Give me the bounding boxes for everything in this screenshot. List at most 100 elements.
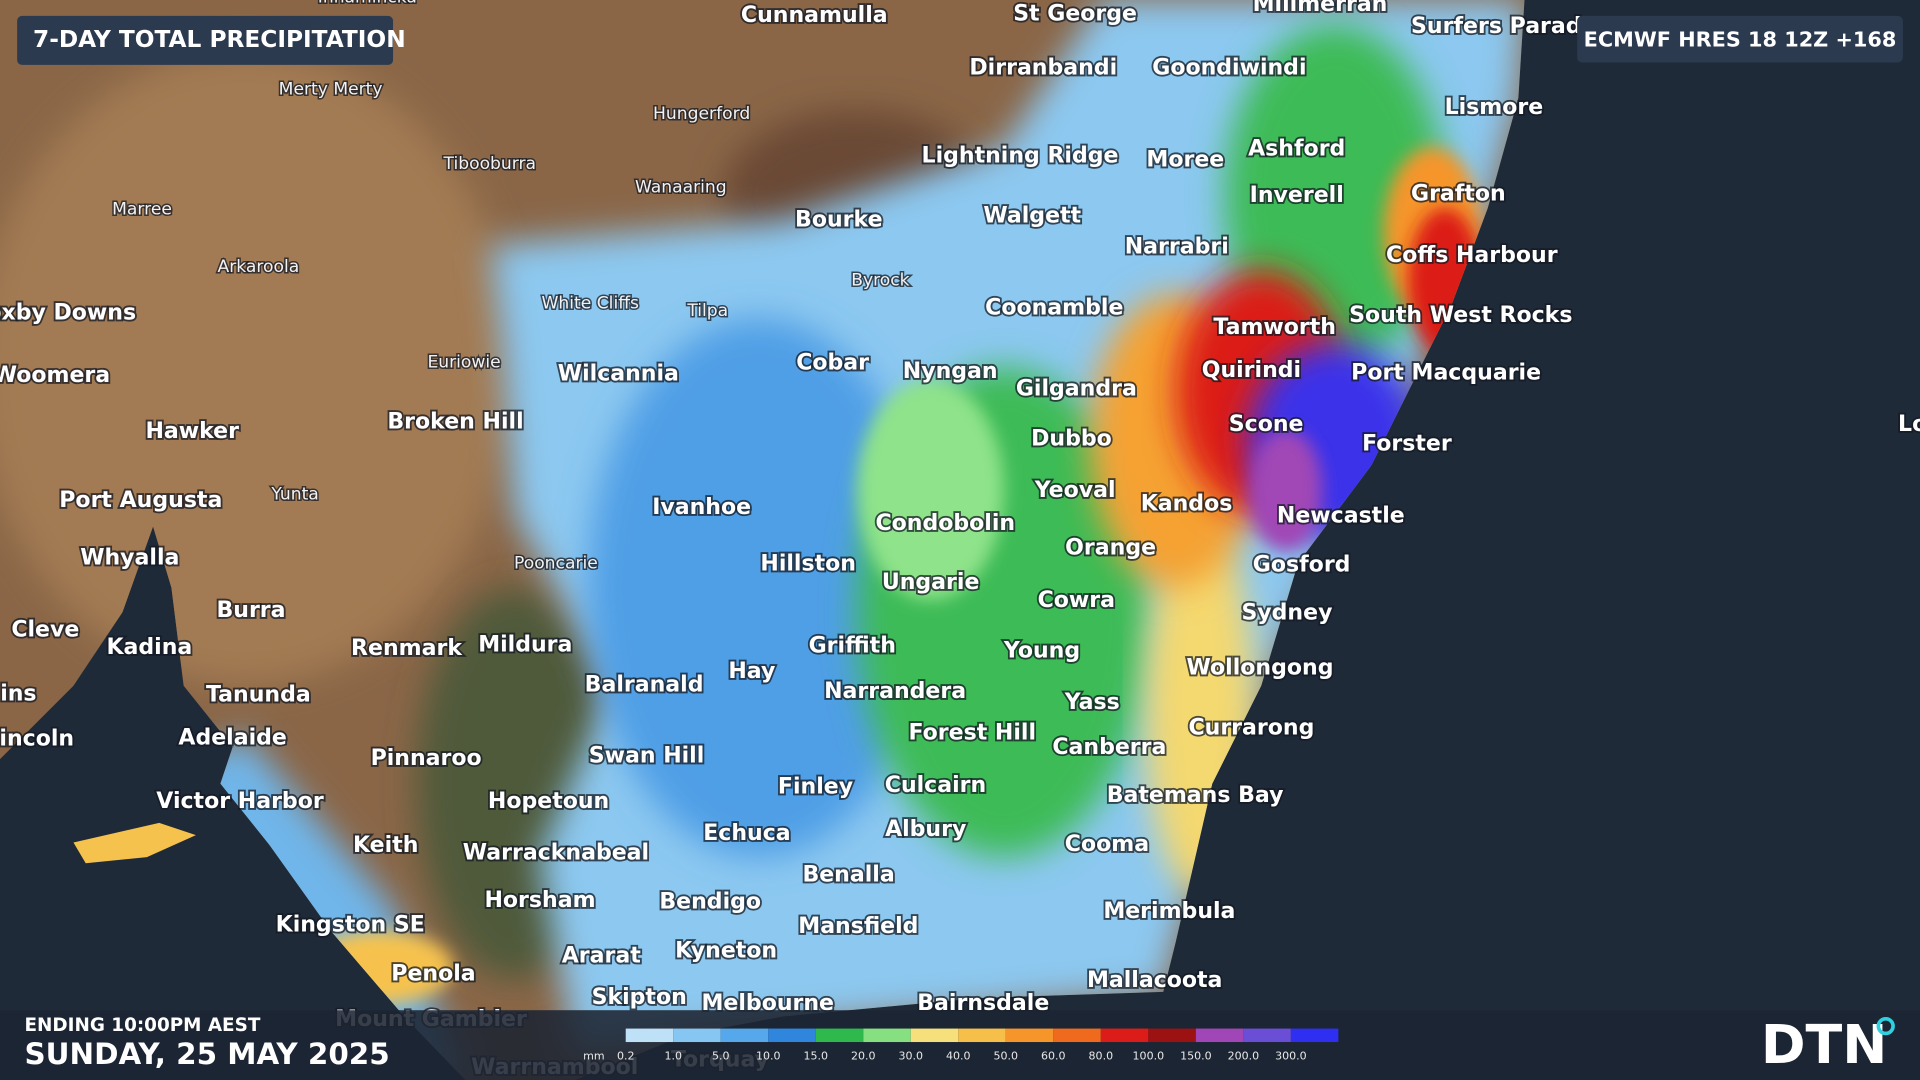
place-label: Batemans Bay <box>1107 783 1284 808</box>
place-label: Mallacoota <box>1087 968 1223 993</box>
place-label: Moree <box>1146 147 1224 172</box>
legend-label: 80.0 <box>1089 1050 1114 1063</box>
place-label: Hay <box>728 659 775 684</box>
place-label: Swan Hill <box>589 744 705 769</box>
place-label: Woomera <box>0 363 110 388</box>
legend-swatch <box>1243 1028 1291 1043</box>
place-label: Lismore <box>1445 95 1544 120</box>
place-label: Forest Hill <box>908 720 1036 745</box>
place-label: Cooma <box>1065 832 1149 857</box>
legend-swatch <box>673 1028 721 1043</box>
place-label: Hillston <box>760 551 856 576</box>
place-label: Goondiwindi <box>1152 56 1306 81</box>
legend-label: 20.0 <box>851 1050 876 1063</box>
place-label: Forster <box>1362 431 1452 456</box>
place-label: Penola <box>391 962 475 987</box>
logo: DTN <box>1761 1013 1888 1076</box>
place-label: Ararat <box>562 943 642 968</box>
place-label: Coonamble <box>985 296 1123 321</box>
place-label: Cowra <box>1038 588 1115 613</box>
place-label: Renmark <box>351 636 463 661</box>
place-label: Adelaide <box>178 725 286 750</box>
place-label: Burra <box>216 598 285 623</box>
legend-label: 200.0 <box>1228 1050 1260 1063</box>
legend-label: 1.0 <box>664 1050 682 1063</box>
place-label: Scone <box>1229 412 1304 437</box>
place-label: South West Rocks <box>1349 303 1572 328</box>
place-label: St George <box>1013 2 1137 27</box>
place-label: Arkaroola <box>217 257 299 277</box>
place-label: Port Augusta <box>59 488 222 513</box>
legend-swatch <box>863 1028 911 1043</box>
place-label: Tanunda <box>206 683 311 708</box>
footer-bar <box>0 1010 1920 1080</box>
place-label: Pinnaroo <box>371 746 482 771</box>
legend: 0.2 1.0 5.0 10.0 15.0 20.0 30.0 40.0 50.0 60.0 80.… <box>617 1028 1339 1063</box>
place-label: Coffs Harbour <box>1386 243 1558 268</box>
place-label: Kadina <box>106 635 192 660</box>
place-label: Bourke <box>795 207 882 232</box>
place-label: Newcastle <box>1277 504 1405 529</box>
date: SUNDAY, 25 MAY 2025 <box>24 1037 389 1071</box>
logo-dot <box>1876 1016 1895 1036</box>
place-label: Hawker <box>145 419 239 444</box>
legend-swatch <box>1100 1028 1149 1043</box>
place-label: Broken Hill <box>387 409 523 434</box>
place-label: Merimbula <box>1103 899 1235 924</box>
legend-unit: mm <box>583 1050 604 1063</box>
place-label: Wilcannia <box>558 362 679 387</box>
place-label: Nyngan <box>903 359 998 384</box>
place-label: Keith <box>353 833 418 858</box>
legend-swatch <box>1148 1028 1196 1043</box>
legend-swatch <box>1005 1028 1054 1043</box>
legend-swatch <box>1290 1028 1339 1043</box>
place-label: Tilpa <box>686 301 728 321</box>
place-label: Skipton <box>592 985 687 1010</box>
legend-label: 100.0 <box>1133 1050 1165 1063</box>
place-label: Hopetoun <box>488 789 609 814</box>
legend-swatch <box>1195 1028 1244 1043</box>
place-label: Narrabri <box>1125 234 1229 259</box>
place-label: Cobar <box>796 351 869 376</box>
place-label: Albury <box>885 817 966 842</box>
model-run: ECMWF HRES 18 12Z +168 <box>1584 27 1897 51</box>
legend-swatch <box>625 1028 674 1043</box>
place-label: Gosford <box>1253 553 1351 578</box>
place-label: Cunnamulla <box>741 3 888 28</box>
place-label: Marree <box>112 199 172 219</box>
legend-swatch <box>720 1028 769 1043</box>
place-label: Warracknabeal <box>463 840 649 865</box>
legend-label: 15.0 <box>803 1050 828 1063</box>
place-label: Ivanhoe <box>652 495 751 520</box>
place-label: Euriowie <box>427 352 500 372</box>
place-label: Narrandera <box>824 679 966 704</box>
place-label: Port Macquarie <box>1351 360 1541 385</box>
place-label: Cleve <box>11 618 79 643</box>
legend-swatch <box>1053 1028 1101 1043</box>
legend-swatch <box>768 1028 816 1043</box>
place-label: Lo <box>1898 412 1920 437</box>
place-label: Byrock <box>851 270 909 290</box>
place-label: Wollongong <box>1187 656 1334 681</box>
place-label: Lightning Ridge <box>922 144 1119 169</box>
place-label: Dubbo <box>1031 427 1112 452</box>
place-label: Walgett <box>983 204 1081 229</box>
legend-label: 60.0 <box>1041 1050 1066 1063</box>
place-label: Quirindi <box>1202 358 1301 383</box>
place-label: Tibooburra <box>443 154 537 174</box>
place-label: Grafton <box>1411 182 1506 207</box>
place-label: Kingston SE <box>276 913 425 938</box>
place-label: Yass <box>1064 690 1120 715</box>
place-label: Culcairn <box>885 773 986 798</box>
place-label: Bendigo <box>659 889 761 914</box>
legend-swatch <box>958 1028 1006 1043</box>
place-label: ins <box>0 681 36 706</box>
place-label: Victor Harbor <box>156 789 324 814</box>
legend-label: 50.0 <box>994 1050 1019 1063</box>
place-label: Ungarie <box>882 570 980 595</box>
place-label: Finley <box>778 774 853 799</box>
place-label: Benalla <box>802 863 894 888</box>
kangaroo-island <box>73 822 196 864</box>
